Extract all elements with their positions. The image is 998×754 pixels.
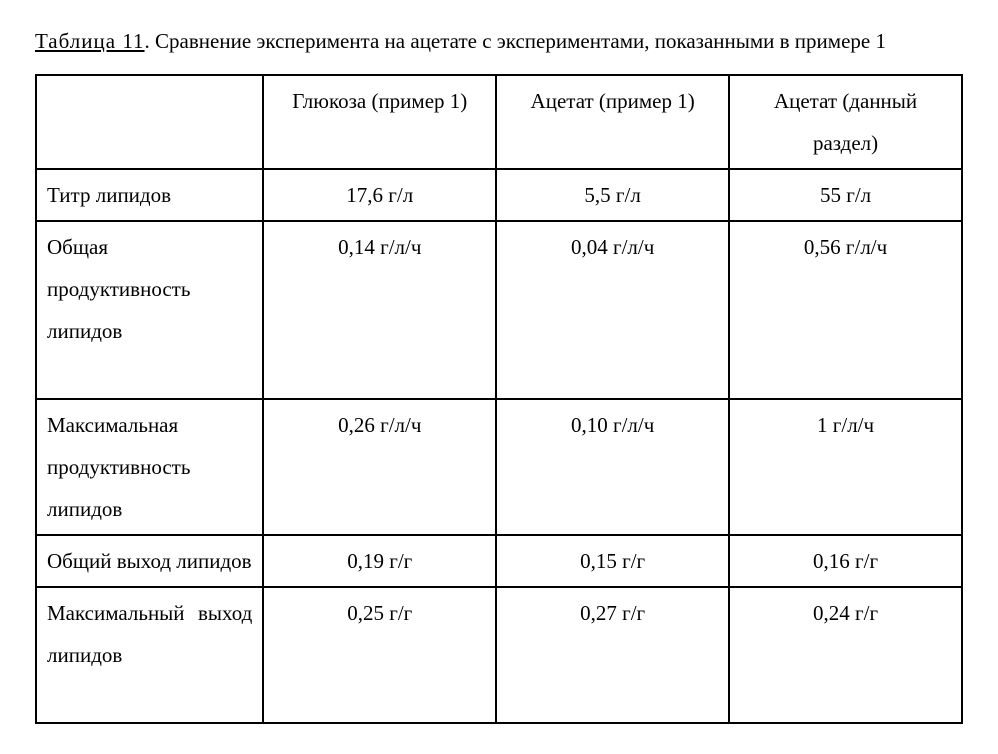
table-cell: 55 г/л [729, 169, 962, 221]
table-header-blank [36, 75, 263, 169]
table-caption: Таблица 11. Сравнение эксперимента на ац… [35, 20, 963, 62]
table-cell: 0,26 г/л/ч [263, 399, 496, 535]
table-cell: 0,14 г/л/ч [263, 221, 496, 399]
table-row: Максимальная продуктивность липидов0,26 … [36, 399, 962, 535]
table-cell: 0,15 г/г [496, 535, 729, 587]
row-label: Общая продуктивность липидов [36, 221, 263, 399]
table-cell: 17,6 г/л [263, 169, 496, 221]
table-cell: 1 г/л/ч [729, 399, 962, 535]
table-caption-text: . Сравнение эксперимента на ацетате с эк… [145, 29, 886, 53]
table-cell: 0,24 г/г [729, 587, 962, 723]
table-row: Титр липидов17,6 г/л5,5 г/л55 г/л [36, 169, 962, 221]
table-cell: 0,19 г/г [263, 535, 496, 587]
comparison-table: Глюкоза (пример 1) Ацетат (пример 1) Аце… [35, 74, 963, 724]
table-row: Общая продуктивность липидов0,14 г/л/ч0,… [36, 221, 962, 399]
table-caption-label: Таблица 11 [35, 29, 145, 53]
table-cell: 0,56 г/л/ч [729, 221, 962, 399]
table-header-col3: Ацетат (данный раздел) [729, 75, 962, 169]
table-header-col2: Ацетат (пример 1) [496, 75, 729, 169]
table-cell: 0,27 г/г [496, 587, 729, 723]
table-cell: 0,25 г/г [263, 587, 496, 723]
table-header-row: Глюкоза (пример 1) Ацетат (пример 1) Аце… [36, 75, 962, 169]
table-cell: 0,04 г/л/ч [496, 221, 729, 399]
table-cell: 5,5 г/л [496, 169, 729, 221]
table-body: Титр липидов17,6 г/л5,5 г/л55 г/лОбщая п… [36, 169, 962, 723]
row-label: Максимальная продуктивность липидов [36, 399, 263, 535]
table-header-col1: Глюкоза (пример 1) [263, 75, 496, 169]
table-row: Общий выход липидов0,19 г/г0,15 г/г0,16 … [36, 535, 962, 587]
table-row: Максимальный выход липидов0,25 г/г0,27 г… [36, 587, 962, 723]
table-cell: 0,10 г/л/ч [496, 399, 729, 535]
row-label: Максимальный выход липидов [36, 587, 263, 723]
table-cell: 0,16 г/г [729, 535, 962, 587]
row-label: Титр липидов [36, 169, 263, 221]
row-label: Общий выход липидов [36, 535, 263, 587]
